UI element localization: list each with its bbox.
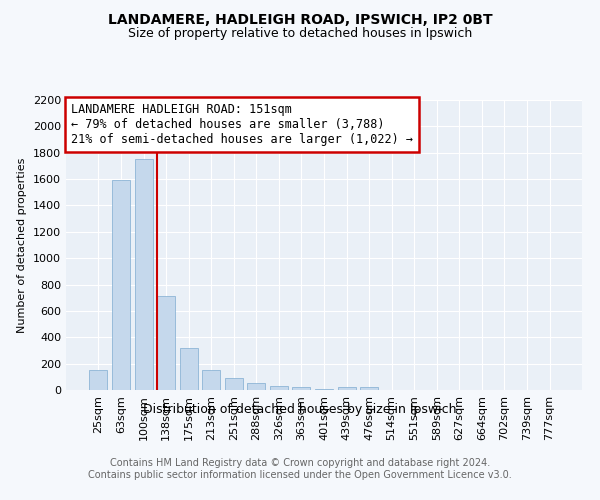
Bar xyxy=(225,378,243,390)
Bar xyxy=(315,388,333,390)
Text: Distribution of detached houses by size in Ipswich: Distribution of detached houses by size … xyxy=(143,402,457,415)
Bar xyxy=(179,348,198,390)
Text: Contains HM Land Registry data © Crown copyright and database right 2024.: Contains HM Land Registry data © Crown c… xyxy=(110,458,490,468)
Text: Contains public sector information licensed under the Open Government Licence v3: Contains public sector information licen… xyxy=(88,470,512,480)
Bar xyxy=(157,296,175,390)
Bar xyxy=(134,160,152,390)
Bar xyxy=(247,383,265,390)
Text: LANDAMERE, HADLEIGH ROAD, IPSWICH, IP2 0BT: LANDAMERE, HADLEIGH ROAD, IPSWICH, IP2 0… xyxy=(107,12,493,26)
Bar xyxy=(270,386,288,390)
Text: Size of property relative to detached houses in Ipswich: Size of property relative to detached ho… xyxy=(128,28,472,40)
Bar xyxy=(292,388,310,390)
Y-axis label: Number of detached properties: Number of detached properties xyxy=(17,158,28,332)
Bar xyxy=(360,388,378,390)
Text: LANDAMERE HADLEIGH ROAD: 151sqm
← 79% of detached houses are smaller (3,788)
21%: LANDAMERE HADLEIGH ROAD: 151sqm ← 79% of… xyxy=(71,103,413,146)
Bar xyxy=(202,370,220,390)
Bar xyxy=(112,180,130,390)
Bar xyxy=(89,370,107,390)
Bar xyxy=(338,388,356,390)
